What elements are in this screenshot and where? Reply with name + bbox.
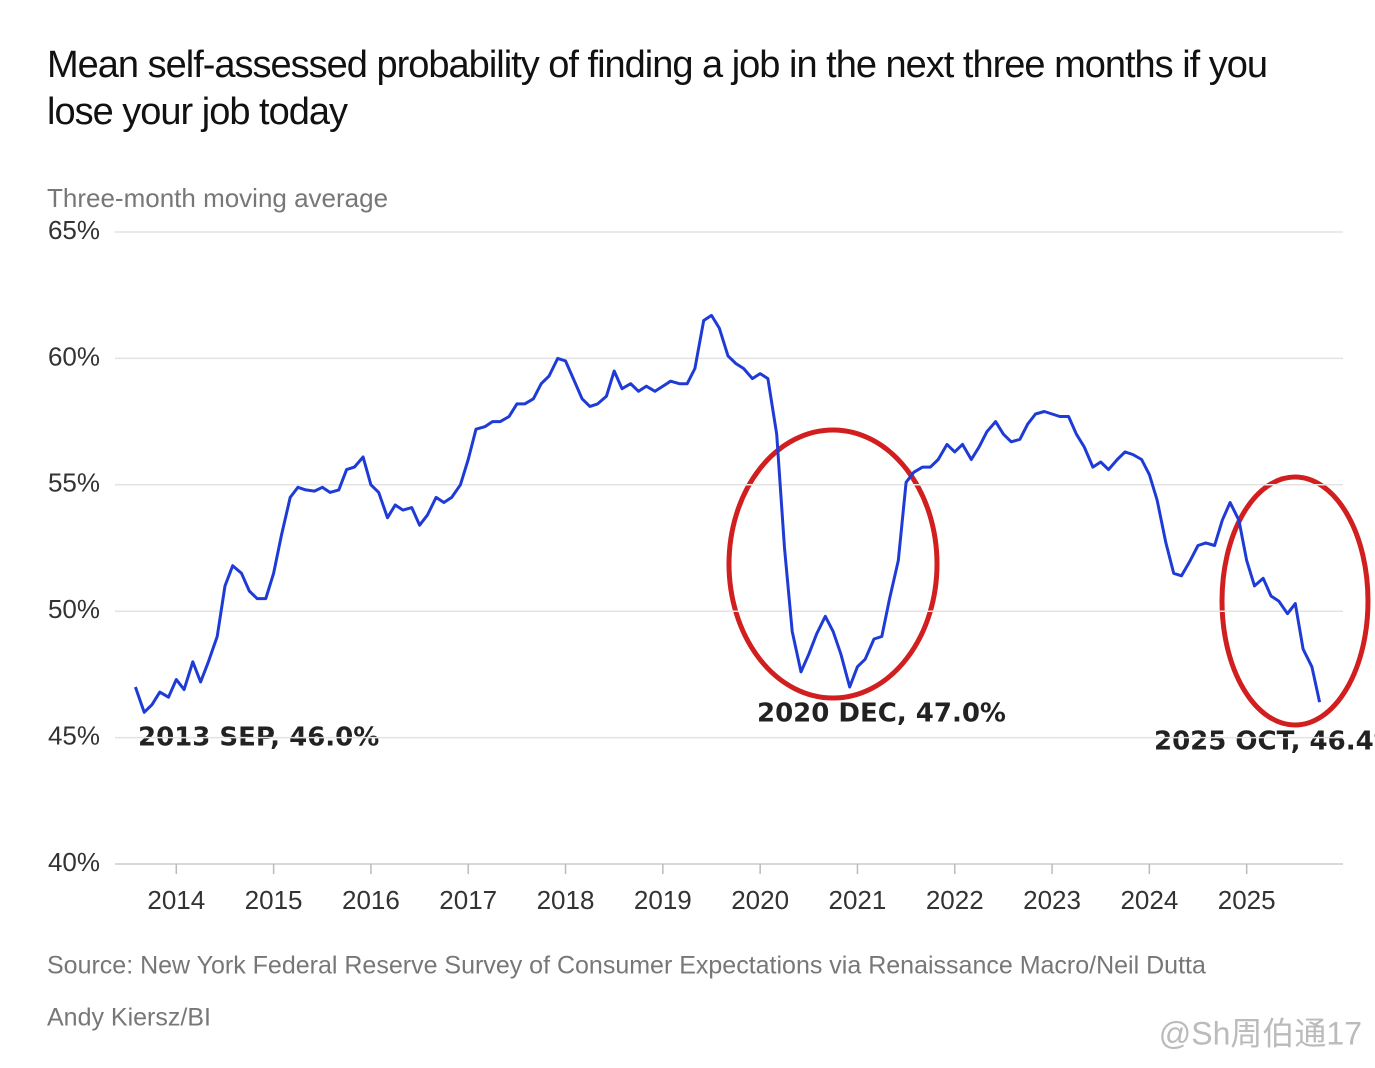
credit: Andy Kiersz/BI (47, 1004, 211, 1032)
x-tick-label: 2019 (634, 885, 692, 915)
x-tick-label: 2021 (829, 885, 887, 915)
y-tick-label: 55% (48, 468, 100, 498)
x-tick-label: 2016 (342, 885, 400, 915)
y-tick-label: 50% (48, 594, 100, 624)
data-line (133, 313, 1322, 714)
x-tick-label: 2020 (731, 885, 789, 915)
subtitle: Three-month moving average (47, 183, 388, 213)
source: Source: New York Federal Reserve Survey … (47, 952, 1206, 980)
x-tick-label: 2024 (1120, 885, 1178, 915)
y-tick-label: 60% (48, 341, 100, 371)
watermark: @Sh周伯通17 (1159, 1015, 1362, 1051)
x-tick-label: 2015 (245, 885, 303, 915)
y-tick-label: 40% (48, 847, 100, 877)
highlight-ellipse (726, 427, 940, 701)
annotation: 2025 OCT, 46.4% (1154, 727, 1375, 757)
annotation: 2020 DEC, 47.0% (757, 699, 1006, 729)
x-tick-label: 2023 (1023, 885, 1081, 915)
highlight-ellipse (1219, 474, 1371, 728)
x-tick-label: 2017 (439, 885, 497, 915)
y-tick-label: 45% (48, 720, 100, 750)
x-tick-label: 2025 (1218, 885, 1276, 915)
x-tick-label: 2018 (537, 885, 595, 915)
chart-title: Mean self-assessed probability of findin… (47, 44, 1268, 133)
x-tick-label: 2014 (147, 885, 205, 915)
y-tick-label: 65% (48, 215, 100, 245)
x-tick-label: 2022 (926, 885, 984, 915)
